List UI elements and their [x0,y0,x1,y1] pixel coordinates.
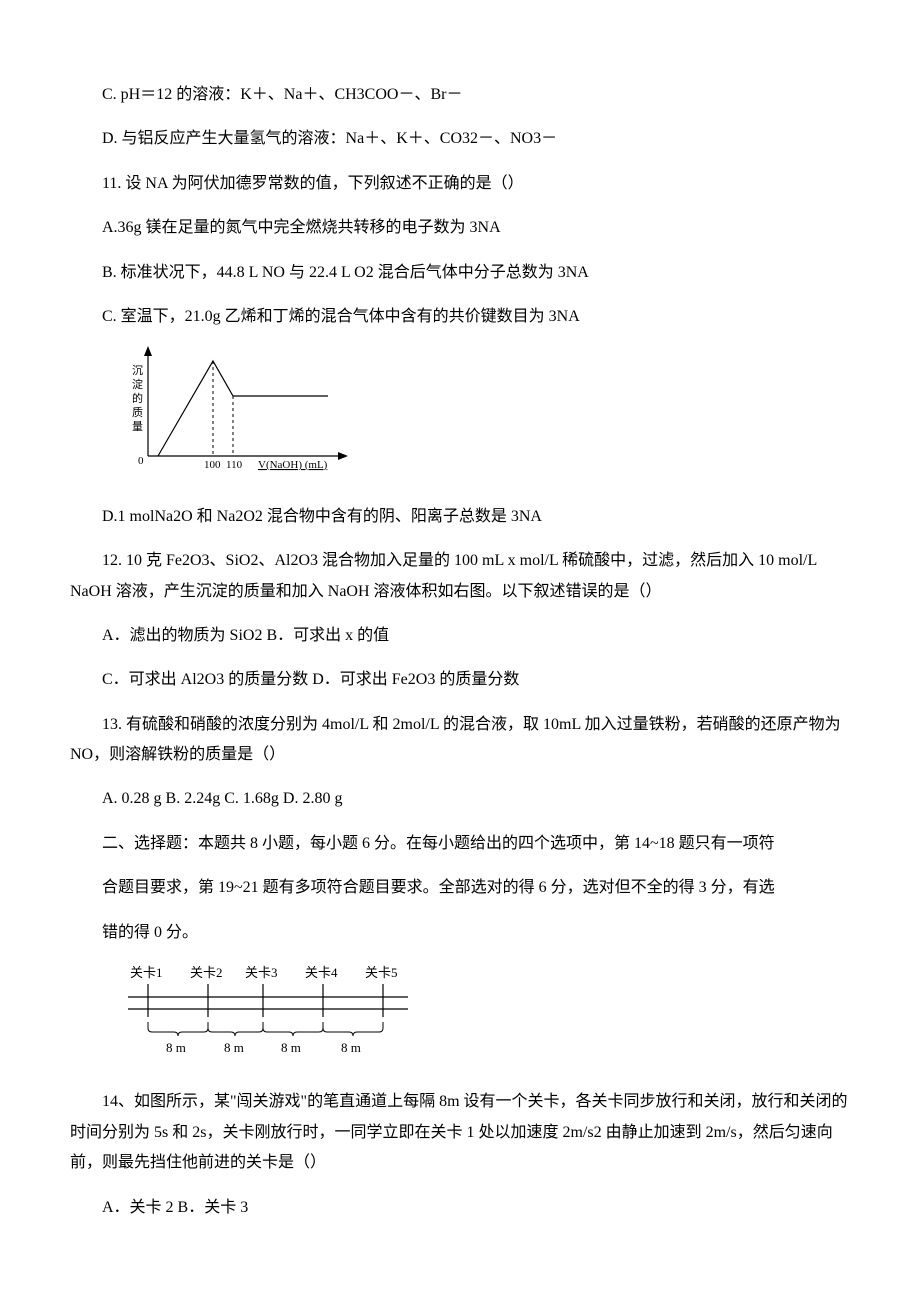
question-14-opts-ab: A．关卡 2 B．关卡 3 [70,1193,850,1223]
x-tick-110: 110 [226,459,243,471]
checkpoint-label-4: 关卡4 [305,965,338,980]
question-13: 13. 有硫酸和硝酸的浓度分别为 4mol/L 和 2mol/L 的混合液，取 … [70,710,850,771]
y-label-char-5: 量 [132,420,143,433]
y-label-char-1: 沉 [132,364,143,377]
x-tick-100: 100 [204,459,221,471]
distance-label-3: 8 m [281,1040,301,1055]
x-axis-label: V(NaOH) (mL) [258,459,328,471]
question-12: 12. 10 克 Fe2O3、SiO2、Al2O3 混合物加入足量的 100 m… [70,546,850,607]
section-2-line-b: 合题目要求，第 19~21 题有多项符合题目要求。全部选对的得 6 分，选对但不… [70,873,850,903]
checkpoint-label-1: 关卡1 [130,965,163,980]
section-2-line-c: 错的得 0 分。 [70,918,850,948]
bracket-2 [208,1022,263,1036]
y-label-char-2: 淀 [132,377,143,391]
question-11-opt-c: C. 室温下，21.0g 乙烯和丁烯的混合气体中含有的共价键数目为 3NA [70,302,850,332]
precipitate-graph: 沉 淀 的 质 量 0 100 110 V(NaOH) (mL) [118,346,850,487]
y-label-char-3: 的 [132,391,143,405]
checkpoint-label-3: 关卡3 [245,965,278,980]
question-11-opt-b: B. 标准状况下，44.8 L NO 与 22.4 L O2 混合后气体中分子总… [70,258,850,288]
y-axis-arrow [144,346,152,356]
checkpoint-label-2: 关卡2 [190,965,223,980]
distance-label-1: 8 m [166,1040,186,1055]
bracket-3 [263,1022,323,1036]
origin-label: 0 [138,455,144,467]
question-13-opts: A. 0.28 g B. 2.24g C. 1.68g D. 2.80 g [70,784,850,814]
curve-line [158,361,328,456]
checkpoint-diagram: 关卡1 关卡2 关卡3 关卡4 关卡5 8 m 8 m 8 m 8 m [118,962,850,1073]
x-axis-arrow [338,452,348,460]
option-d-line: D. 与铝反应产生大量氢气的溶液：Na＋、K＋、CO32－、NO3－ [70,124,850,154]
option-c-line: C. pH＝12 的溶液：K＋、Na＋、CH3COO－、Br－ [70,80,850,110]
distance-label-4: 8 m [341,1040,361,1055]
bracket-1 [148,1022,208,1036]
bracket-4 [323,1022,383,1036]
question-12-opts-ab: A．滤出的物质为 SiO2 B．可求出 x 的值 [70,621,850,651]
question-12-opts-cd: C．可求出 Al2O3 的质量分数 D．可求出 Fe2O3 的质量分数 [70,665,850,695]
question-11-opt-a: A.36g 镁在足量的氮气中完全燃烧共转移的电子数为 3NA [70,213,850,243]
question-14: 14、如图所示，某"闯关游戏"的笔直通道上每隔 8m 设有一个关卡，各关卡同步放… [70,1087,850,1178]
question-11: 11. 设 NA 为阿伏加德罗常数的值，下列叙述不正确的是（） [70,169,850,199]
checkpoint-label-5: 关卡5 [365,965,398,980]
distance-label-2: 8 m [224,1040,244,1055]
question-11-opt-d: D.1 molNa2O 和 Na2O2 混合物中含有的阴、阳离子总数是 3NA [70,502,850,532]
y-label-char-4: 质 [132,406,143,419]
section-2-line-a: 二、选择题：本题共 8 小题，每小题 6 分。在每小题给出的四个选项中，第 14… [70,829,850,859]
